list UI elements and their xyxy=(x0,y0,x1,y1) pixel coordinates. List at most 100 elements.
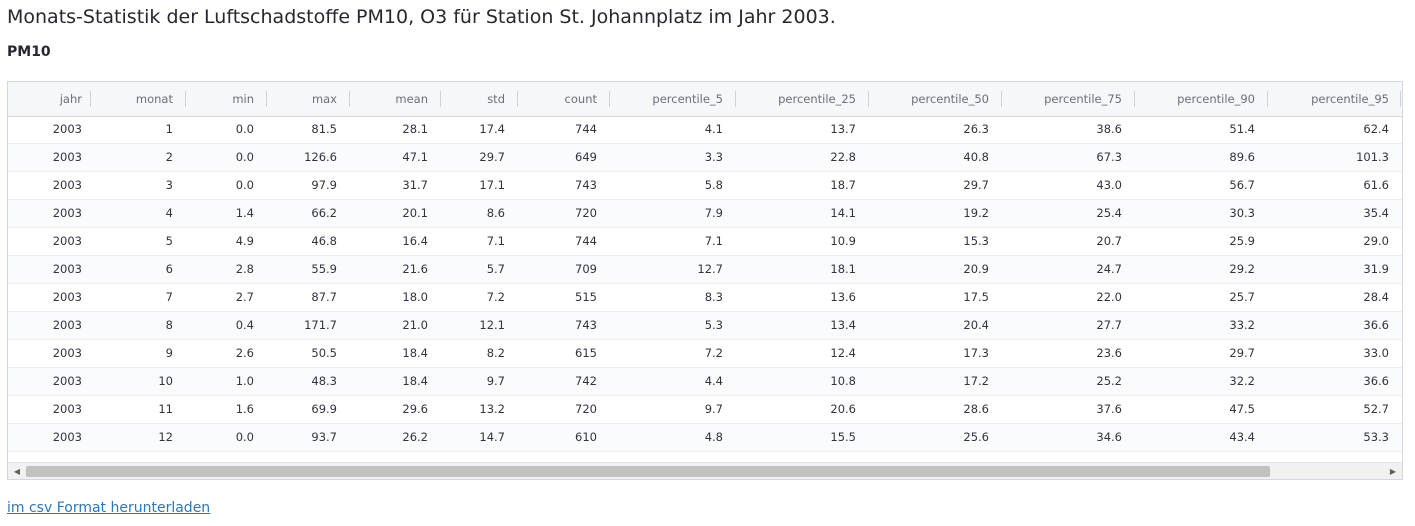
column-resize-handle[interactable] xyxy=(90,91,91,107)
table-cell-count[interactable]: 720 xyxy=(575,206,597,220)
table-row[interactable]: 2003 8 0.4 171.7 21.0 12.1 743 5.3 13.4 20.4 27.7 3… xyxy=(8,312,1402,340)
table-cell-max[interactable]: 55.9 xyxy=(311,262,337,276)
table-cell-count[interactable]: 720 xyxy=(575,402,597,416)
table-cell-max[interactable]: 87.7 xyxy=(311,290,337,304)
table-cell-monat[interactable]: 1 xyxy=(165,122,173,136)
table-row[interactable]: 2003 1 0.0 81.5 28.1 17.4 744 4.1 13.7 26.3 38.6 51… xyxy=(8,116,1402,144)
table-cell-jahr[interactable]: 2003 xyxy=(52,262,82,276)
table-cell-percentile-75[interactable]: 27.7 xyxy=(1096,318,1122,332)
table-cell-percentile-5[interactable]: 7.9 xyxy=(704,206,723,220)
table-cell-percentile-25[interactable]: 10.8 xyxy=(830,374,856,388)
table-cell-percentile-75[interactable]: 23.6 xyxy=(1096,346,1122,360)
table-cell-percentile-25[interactable]: 22.8 xyxy=(830,150,856,164)
table-cell-percentile-75[interactable]: 22.0 xyxy=(1096,290,1122,304)
table-cell-std[interactable]: 7.1 xyxy=(486,234,505,248)
table-cell-percentile-90[interactable]: 25.7 xyxy=(1229,290,1255,304)
table-cell-percentile-75[interactable]: 24.7 xyxy=(1096,262,1122,276)
table-cell-percentile-5[interactable]: 7.1 xyxy=(704,234,723,248)
column-header-monat[interactable]: monat xyxy=(135,92,173,106)
column-resize-handle[interactable] xyxy=(266,91,267,107)
column-header-percentile-90[interactable]: percentile_90 xyxy=(1177,92,1255,106)
table-cell-monat[interactable]: 3 xyxy=(165,178,173,192)
table-cell-percentile-95[interactable]: 61.6 xyxy=(1363,178,1389,192)
table-cell-percentile-50[interactable]: 20.9 xyxy=(963,262,989,276)
table-cell-percentile-95[interactable]: 53.3 xyxy=(1363,430,1389,444)
table-cell-percentile-95[interactable]: 28.4 xyxy=(1363,290,1389,304)
table-cell-std[interactable]: 9.7 xyxy=(486,374,505,388)
table-cell-percentile-50[interactable]: 20.4 xyxy=(963,318,989,332)
column-header-jahr[interactable]: jahr xyxy=(59,92,82,106)
column-header-percentile-25[interactable]: percentile_25 xyxy=(778,92,856,106)
table-cell-percentile-75[interactable]: 37.6 xyxy=(1096,402,1122,416)
table-cell-percentile-50[interactable]: 29.7 xyxy=(963,178,989,192)
table-cell-count[interactable]: 744 xyxy=(575,234,597,248)
table-cell-min[interactable]: 1.6 xyxy=(235,402,254,416)
table-cell-std[interactable]: 17.4 xyxy=(479,122,505,136)
table-cell-percentile-75[interactable]: 20.7 xyxy=(1096,234,1122,248)
table-cell-count[interactable]: 742 xyxy=(575,374,597,388)
table-cell-percentile-95[interactable]: 35.4 xyxy=(1363,206,1389,220)
data-table[interactable]: jahr monat min max mean std count percentile_5 p… xyxy=(7,81,1403,480)
column-resize-handle[interactable] xyxy=(185,91,186,107)
table-cell-percentile-50[interactable]: 17.5 xyxy=(963,290,989,304)
column-resize-handle[interactable] xyxy=(440,91,441,107)
scrollbar-thumb[interactable] xyxy=(26,466,1270,477)
table-cell-monat[interactable]: 10 xyxy=(158,374,173,388)
table-cell-percentile-90[interactable]: 43.4 xyxy=(1229,430,1255,444)
table-cell-percentile-5[interactable]: 9.7 xyxy=(704,402,723,416)
table-cell-max[interactable]: 50.5 xyxy=(311,346,337,360)
table-cell-count[interactable]: 743 xyxy=(575,178,597,192)
table-cell-percentile-90[interactable]: 32.2 xyxy=(1229,374,1255,388)
table-row[interactable]: 2003 12 0.0 93.7 26.2 14.7 610 4.8 15.5 25.6 34.6 4… xyxy=(8,424,1402,452)
table-cell-count[interactable]: 709 xyxy=(575,262,597,276)
table-cell-percentile-50[interactable]: 25.6 xyxy=(963,430,989,444)
table-cell-monat[interactable]: 6 xyxy=(165,262,173,276)
table-cell-percentile-50[interactable]: 15.3 xyxy=(963,234,989,248)
table-cell-min[interactable]: 2.8 xyxy=(235,262,254,276)
table-cell-min[interactable]: 1.0 xyxy=(235,374,254,388)
table-cell-percentile-50[interactable]: 26.3 xyxy=(963,122,989,136)
table-cell-percentile-25[interactable]: 13.6 xyxy=(830,290,856,304)
column-header-percentile-5[interactable]: percentile_5 xyxy=(652,92,723,106)
table-cell-mean[interactable]: 18.4 xyxy=(402,346,428,360)
table-cell-percentile-90[interactable]: 89.6 xyxy=(1229,150,1255,164)
table-cell-percentile-5[interactable]: 4.4 xyxy=(704,374,723,388)
table-cell-percentile-5[interactable]: 4.1 xyxy=(704,122,723,136)
table-cell-jahr[interactable]: 2003 xyxy=(52,178,82,192)
table-cell-mean[interactable]: 18.4 xyxy=(402,374,428,388)
column-header-max[interactable]: max xyxy=(311,92,337,106)
table-row[interactable]: 2003 5 4.9 46.8 16.4 7.1 744 7.1 10.9 15.3 20.7 25.… xyxy=(8,228,1402,256)
table-cell-percentile-90[interactable]: 29.2 xyxy=(1229,262,1255,276)
table-cell-percentile-25[interactable]: 13.4 xyxy=(830,318,856,332)
table-cell-jahr[interactable]: 2003 xyxy=(52,374,82,388)
table-cell-jahr[interactable]: 2003 xyxy=(52,234,82,248)
column-resize-handle[interactable] xyxy=(609,91,610,107)
column-resize-handle[interactable] xyxy=(868,91,869,107)
table-cell-percentile-25[interactable]: 18.7 xyxy=(830,178,856,192)
table-cell-percentile-50[interactable]: 17.2 xyxy=(963,374,989,388)
table-cell-min[interactable]: 0.0 xyxy=(235,430,254,444)
table-cell-max[interactable]: 69.9 xyxy=(311,402,337,416)
table-cell-std[interactable]: 14.7 xyxy=(479,430,505,444)
table-cell-percentile-95[interactable]: 31.9 xyxy=(1363,262,1389,276)
table-cell-mean[interactable]: 28.1 xyxy=(402,122,428,136)
table-cell-percentile-5[interactable]: 3.3 xyxy=(704,150,723,164)
arrow-right-icon[interactable]: ▶ xyxy=(1389,467,1397,476)
table-cell-std[interactable]: 13.2 xyxy=(479,402,505,416)
column-resize-handle[interactable] xyxy=(517,91,518,107)
table-cell-count[interactable]: 743 xyxy=(575,318,597,332)
table-cell-jahr[interactable]: 2003 xyxy=(52,430,82,444)
table-cell-min[interactable]: 2.6 xyxy=(235,346,254,360)
table-cell-percentile-25[interactable]: 13.7 xyxy=(830,122,856,136)
table-cell-max[interactable]: 66.2 xyxy=(311,206,337,220)
table-cell-percentile-90[interactable]: 30.3 xyxy=(1229,206,1255,220)
table-cell-percentile-90[interactable]: 51.4 xyxy=(1229,122,1255,136)
table-cell-count[interactable]: 515 xyxy=(575,290,597,304)
column-header-std[interactable]: std xyxy=(487,92,505,106)
table-cell-percentile-5[interactable]: 5.3 xyxy=(704,318,723,332)
table-cell-percentile-95[interactable]: 36.6 xyxy=(1363,374,1389,388)
table-cell-min[interactable]: 0.4 xyxy=(235,318,254,332)
table-cell-percentile-5[interactable]: 5.8 xyxy=(704,178,723,192)
table-cell-max[interactable]: 126.6 xyxy=(304,150,337,164)
table-row[interactable]: 2003 9 2.6 50.5 18.4 8.2 615 7.2 12.4 17.3 23.6 29.… xyxy=(8,340,1402,368)
